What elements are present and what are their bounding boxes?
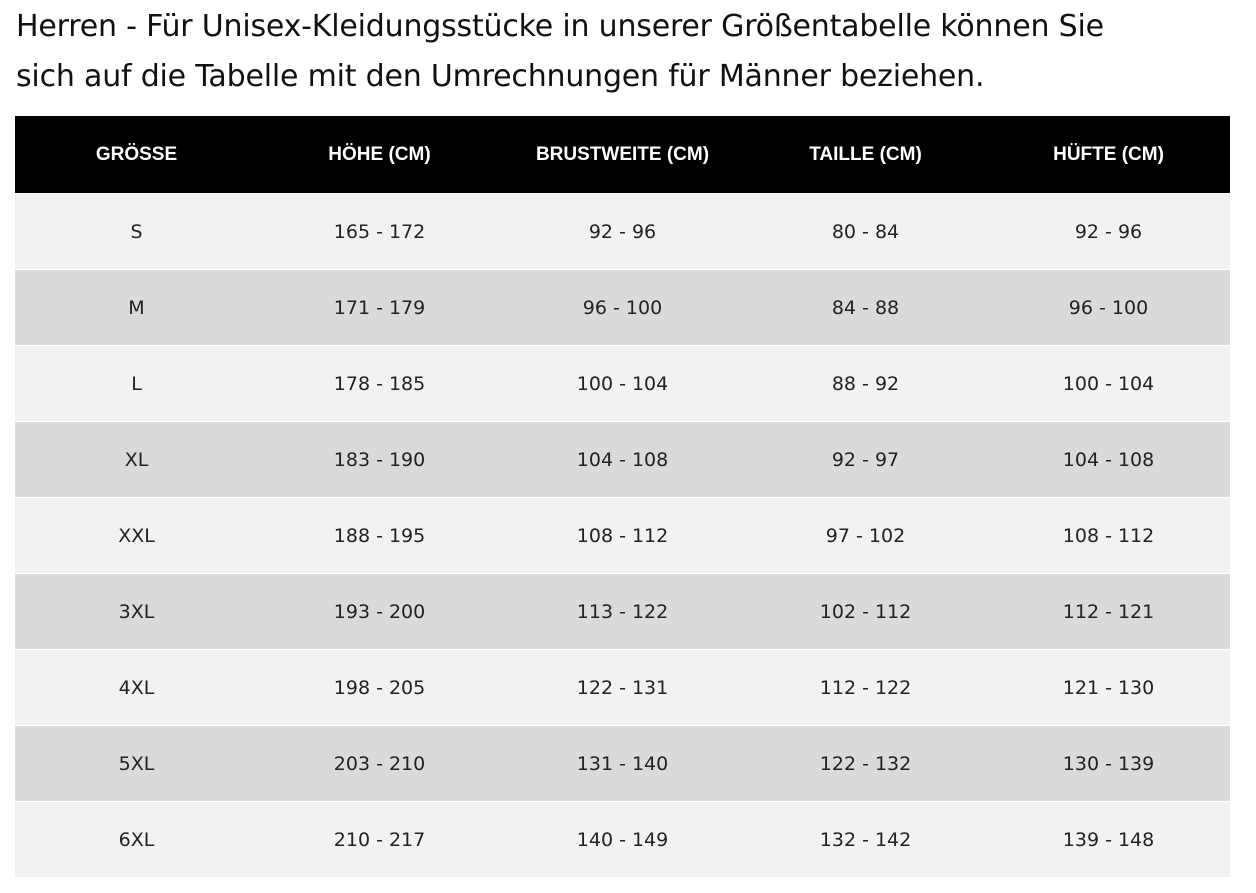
cell-height: 188 - 195 (258, 497, 501, 574)
cell-waist: 102 - 112 (744, 573, 987, 650)
header-groesse: GRÖSSE (15, 116, 258, 194)
cell-chest: 122 - 131 (501, 649, 744, 726)
cell-hip: 121 - 130 (987, 649, 1230, 726)
cell-waist: 92 - 97 (744, 421, 987, 498)
cell-size: 3XL (15, 573, 258, 650)
cell-size: 4XL (15, 649, 258, 726)
intro-line-1: Herren - Für Unisex-Kleidungsstücke in u… (16, 9, 1104, 44)
cell-hip: 108 - 112 (987, 497, 1230, 574)
table-row: S 165 - 172 92 - 96 80 - 84 92 - 96 (15, 193, 1230, 270)
cell-size: 5XL (15, 725, 258, 802)
cell-size: XL (15, 421, 258, 498)
header-brustweite: BRUSTWEITE (CM) (501, 116, 744, 194)
header-hoehe: HÖHE (CM) (258, 116, 501, 194)
cell-hip: 139 - 148 (987, 801, 1230, 877)
intro-text: Herren - Für Unisex-Kleidungsstücke in u… (16, 2, 1246, 102)
cell-chest: 108 - 112 (501, 497, 744, 574)
table-row: XXL 188 - 195 108 - 112 97 - 102 108 - 112 (15, 497, 1230, 574)
table-row: L 178 - 185 100 - 104 88 - 92 100 - 104 (15, 345, 1230, 422)
cell-chest: 113 - 122 (501, 573, 744, 650)
cell-waist: 84 - 88 (744, 269, 987, 346)
cell-size: S (15, 193, 258, 270)
cell-size: XXL (15, 497, 258, 574)
size-table: GRÖSSE HÖHE (CM) BRUSTWEITE (CM) TAILLE … (15, 116, 1230, 877)
cell-hip: 100 - 104 (987, 345, 1230, 422)
cell-height: 171 - 179 (258, 269, 501, 346)
cell-waist: 132 - 142 (744, 801, 987, 877)
cell-waist: 112 - 122 (744, 649, 987, 726)
cell-height: 198 - 205 (258, 649, 501, 726)
cell-waist: 88 - 92 (744, 345, 987, 422)
cell-height: 203 - 210 (258, 725, 501, 802)
cell-size: L (15, 345, 258, 422)
cell-height: 165 - 172 (258, 193, 501, 270)
header-huefte: HÜFTE (CM) (987, 116, 1230, 194)
table-row: 3XL 193 - 200 113 - 122 102 - 112 112 - 121 (15, 573, 1230, 650)
table-row: XL 183 - 190 104 - 108 92 - 97 104 - 108 (15, 421, 1230, 498)
cell-size: 6XL (15, 801, 258, 877)
cell-hip: 104 - 108 (987, 421, 1230, 498)
cell-chest: 92 - 96 (501, 193, 744, 270)
table-row: M 171 - 179 96 - 100 84 - 88 96 - 100 (15, 269, 1230, 346)
table-row: 4XL 198 - 205 122 - 131 112 - 122 121 - 130 (15, 649, 1230, 726)
cell-chest: 96 - 100 (501, 269, 744, 346)
cell-height: 210 - 217 (258, 801, 501, 877)
table-row: 6XL 210 - 217 140 - 149 132 - 142 139 - 148 (15, 801, 1230, 877)
cell-waist: 80 - 84 (744, 193, 987, 270)
cell-size: M (15, 269, 258, 346)
table-row: 5XL 203 - 210 131 - 140 122 - 132 130 - 139 (15, 725, 1230, 802)
cell-chest: 104 - 108 (501, 421, 744, 498)
cell-chest: 100 - 104 (501, 345, 744, 422)
cell-hip: 96 - 100 (987, 269, 1230, 346)
cell-chest: 131 - 140 (501, 725, 744, 802)
cell-hip: 92 - 96 (987, 193, 1230, 270)
cell-hip: 130 - 139 (987, 725, 1230, 802)
cell-height: 193 - 200 (258, 573, 501, 650)
cell-hip: 112 - 121 (987, 573, 1230, 650)
cell-chest: 140 - 149 (501, 801, 744, 877)
cell-waist: 122 - 132 (744, 725, 987, 802)
size-table-header: GRÖSSE HÖHE (CM) BRUSTWEITE (CM) TAILLE … (15, 116, 1230, 194)
cell-height: 178 - 185 (258, 345, 501, 422)
intro-line-2: sich auf die Tabelle mit den Umrechnunge… (16, 59, 985, 94)
cell-waist: 97 - 102 (744, 497, 987, 574)
cell-height: 183 - 190 (258, 421, 501, 498)
header-taille: TAILLE (CM) (744, 116, 987, 194)
size-table-body: S 165 - 172 92 - 96 80 - 84 92 - 96 M 171 - 17… (15, 193, 1230, 877)
header-row: GRÖSSE HÖHE (CM) BRUSTWEITE (CM) TAILLE … (15, 116, 1230, 194)
